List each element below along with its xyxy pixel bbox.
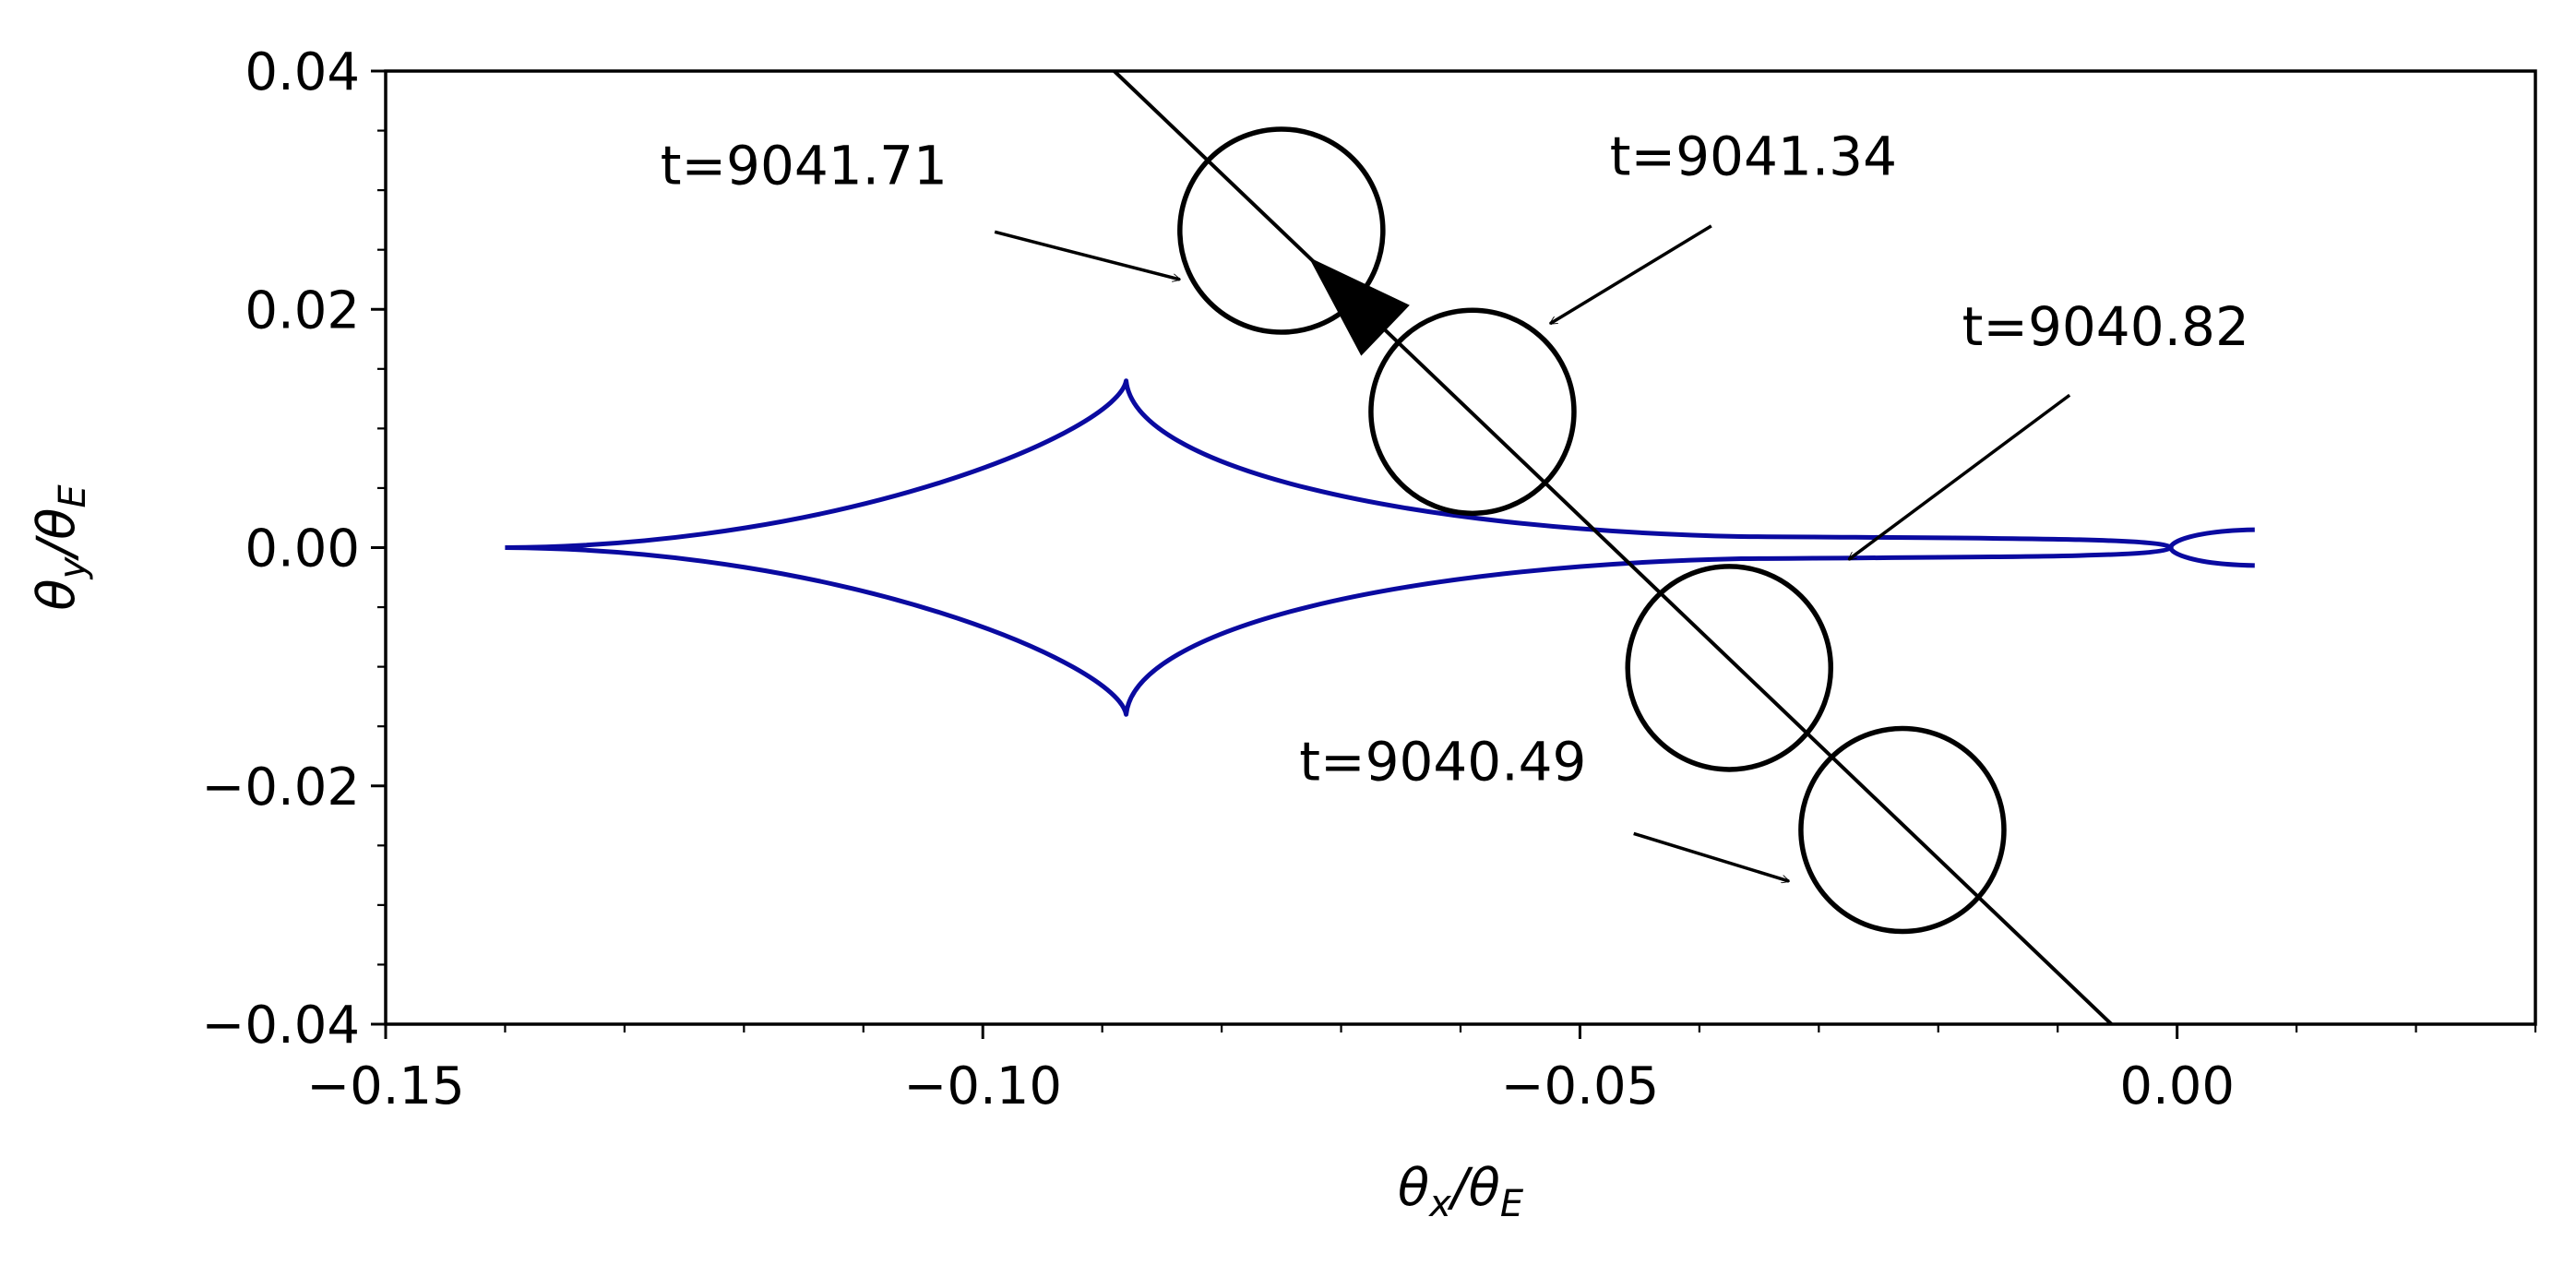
annotation-arrow xyxy=(994,230,1180,280)
y-tick-label: 0.00 xyxy=(244,519,360,579)
source-circle xyxy=(1368,307,1577,517)
x-tick-label: −0.05 xyxy=(1501,1056,1660,1116)
source-time-label: t=9040.82 xyxy=(1962,295,2249,358)
source-time-label: t=9040.49 xyxy=(1299,730,1586,793)
x-tick-label: −0.10 xyxy=(903,1056,1062,1116)
y-tick-label: −0.04 xyxy=(201,996,360,1056)
annotation-layer: t=9041.71 t=9041.34 t=9040.82 t=9040.49 xyxy=(661,125,2249,881)
y-tick-label: 0.04 xyxy=(244,42,360,102)
source-trajectory xyxy=(1113,69,2113,1026)
y-tick-label: −0.02 xyxy=(201,758,360,817)
source-circle xyxy=(1625,564,1834,772)
source-time-label: t=9041.34 xyxy=(1610,125,1897,187)
annotation-arrow xyxy=(1550,224,1712,326)
y-axis-label: θy/θE xyxy=(27,484,94,611)
source-circle xyxy=(1798,725,2007,935)
annotation-arrow xyxy=(1849,393,2071,561)
source-time-label: t=9041.71 xyxy=(661,135,948,197)
trajectory-direction-arrow xyxy=(1308,257,1410,356)
source-circle xyxy=(1177,126,1386,335)
y-tick-label: 0.02 xyxy=(244,280,360,340)
y-axis-ticks: −0.04 −0.02 0.00 0.02 0.04 xyxy=(201,42,386,1056)
x-axis-ticks: −0.15 −0.10 −0.05 0.00 xyxy=(306,1024,2537,1116)
x-tick-label: 0.00 xyxy=(2119,1056,2235,1116)
caustic-lower-branch xyxy=(505,545,2174,717)
caustic-upper-branch xyxy=(505,378,2174,550)
plot-frame xyxy=(384,69,2537,1026)
caustic-right-fold xyxy=(2168,527,2255,568)
annotation-arrow xyxy=(1633,831,1789,881)
x-tick-label: −0.15 xyxy=(306,1056,465,1116)
x-axis-label: θx/θE xyxy=(1398,1158,1524,1225)
data-layer xyxy=(505,69,2255,1026)
